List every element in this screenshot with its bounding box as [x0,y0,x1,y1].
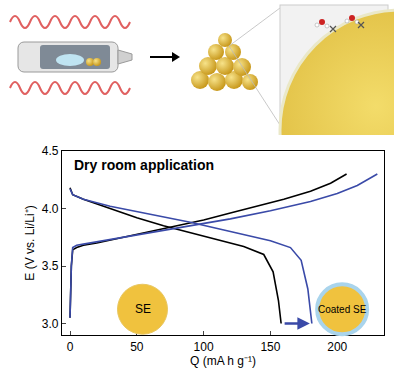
svg-text:3.5: 3.5 [42,259,59,273]
svg-text:Dry room application: Dry room application [74,157,214,173]
svg-text:50: 50 [130,340,144,354]
svg-text:Coated SE: Coated SE [318,304,367,315]
svg-text:SE: SE [135,302,151,316]
svg-text:200: 200 [327,340,347,354]
svg-text:4.5: 4.5 [42,144,59,158]
svg-text:Q (mA h g⁻¹): Q (mA h g⁻¹) [190,354,256,368]
svg-text:100: 100 [194,340,214,354]
svg-text:0: 0 [67,340,74,354]
svg-text:E (V vs. Li/Li⁺): E (V vs. Li/Li⁺) [23,205,37,280]
svg-text:4.0: 4.0 [42,202,59,216]
svg-text:150: 150 [260,340,280,354]
svg-text:3.0: 3.0 [42,317,59,331]
